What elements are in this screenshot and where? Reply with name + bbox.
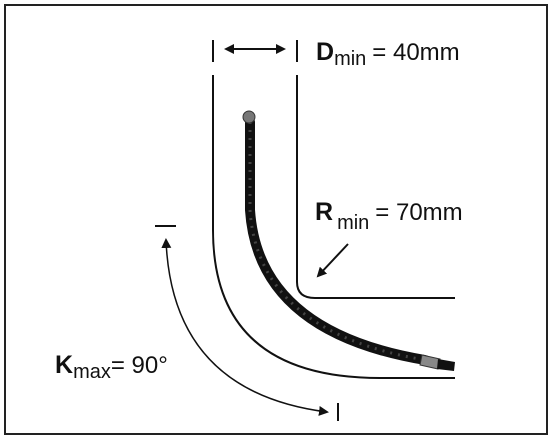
k-label: Kmax= 90° (55, 351, 168, 383)
radius-arrow (316, 243, 349, 278)
label-rest: = 70mm (375, 199, 462, 226)
label-sub: min (334, 48, 366, 70)
label-rest: = 90° (111, 352, 168, 379)
hose-texture (248, 122, 426, 362)
inner-wall (296, 75, 455, 299)
label-rest: = 40mm (372, 39, 459, 66)
hose-fitting (419, 354, 441, 370)
hose-end (242, 110, 256, 124)
angle-arc (161, 238, 329, 416)
d-label: Dmin = 40mm (316, 38, 460, 70)
hose (245, 117, 430, 365)
label-sub: max (73, 361, 111, 383)
label-main: R (315, 198, 333, 226)
label-sub: min (337, 212, 369, 234)
label-main: D (316, 38, 334, 66)
label-main: K (55, 351, 73, 379)
hose-tail (437, 359, 455, 371)
frame (4, 4, 548, 435)
